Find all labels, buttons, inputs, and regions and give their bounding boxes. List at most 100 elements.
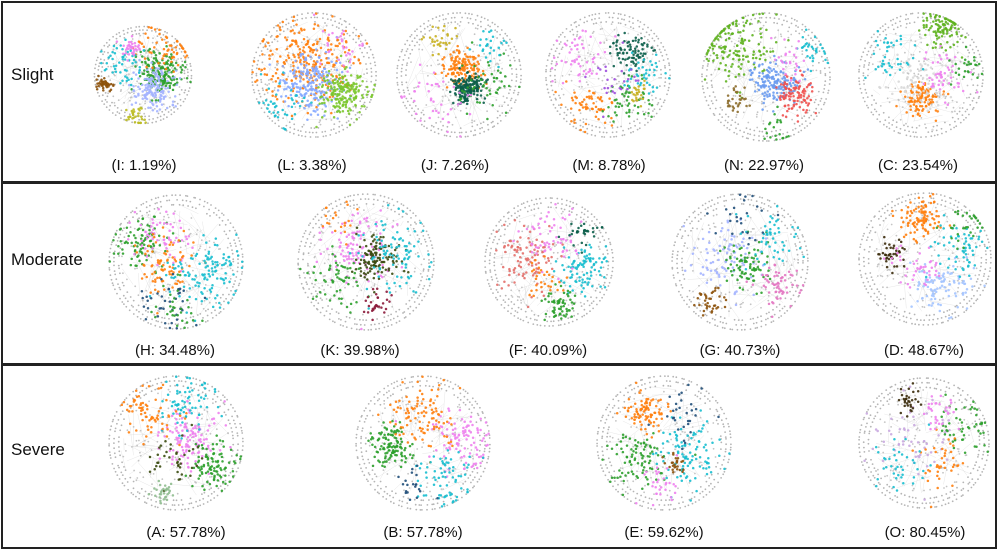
- peripheral-node: [632, 17, 634, 19]
- cluster-node-I-3: [134, 60, 137, 64]
- peripheral-node: [646, 57, 649, 59]
- cluster-node-I-0: [166, 59, 170, 62]
- graph-edge: [484, 69, 501, 74]
- peripheral-node: [396, 64, 399, 67]
- peripheral-node: [660, 68, 662, 71]
- cluster-node-N-0: [765, 50, 769, 53]
- peripheral-node: [879, 60, 882, 63]
- peripheral-node: [578, 85, 581, 88]
- peripheral-node: [714, 96, 716, 98]
- cluster-node-L-2: [346, 109, 350, 113]
- peripheral-node: [139, 53, 142, 56]
- cluster-node-N-0: [757, 19, 760, 23]
- cluster-node-N-1: [763, 91, 767, 94]
- cluster-node-J-1: [461, 77, 464, 80]
- peripheral-node: [818, 50, 821, 53]
- cluster-node-N-5: [788, 50, 791, 54]
- cluster-node-N-3: [807, 43, 811, 47]
- peripheral-node: [956, 45, 959, 48]
- cluster-node-M-6: [634, 79, 638, 82]
- peripheral-node: [627, 127, 630, 130]
- cluster-node-J-2: [482, 83, 485, 87]
- peripheral-node: [894, 22, 897, 25]
- cluster-node-N-0: [723, 27, 727, 30]
- peripheral-node: [315, 38, 318, 41]
- cluster-node-M-4: [649, 60, 652, 63]
- peripheral-node: [761, 102, 763, 105]
- cluster-node-L-0: [294, 77, 298, 80]
- peripheral-node: [734, 95, 737, 97]
- peripheral-node: [873, 33, 875, 36]
- peripheral-node: [882, 30, 885, 33]
- peripheral-node: [176, 102, 179, 105]
- cluster-node-L-1: [298, 80, 302, 83]
- peripheral-node: [658, 48, 661, 51]
- peripheral-node: [135, 85, 137, 87]
- network-graph-I: [93, 25, 193, 125]
- peripheral-node: [507, 104, 509, 106]
- cluster-node-N-0: [762, 46, 766, 49]
- cluster-node-I-0: [153, 51, 156, 54]
- cluster-node-L-2: [336, 87, 339, 91]
- peripheral-node: [871, 53, 873, 56]
- cluster-node-I-1: [159, 83, 162, 86]
- peripheral-node: [301, 13, 303, 15]
- peripheral-node: [745, 137, 748, 140]
- peripheral-node: [455, 95, 458, 98]
- peripheral-node: [768, 12, 771, 14]
- peripheral-node: [798, 100, 801, 103]
- peripheral-node: [165, 77, 168, 79]
- peripheral-node: [549, 74, 552, 77]
- peripheral-node: [549, 80, 552, 83]
- graph-edge: [621, 82, 624, 127]
- graph-edge: [888, 97, 915, 106]
- cluster-node-N-0: [723, 47, 727, 51]
- graph-edge: [939, 57, 946, 66]
- cluster-node-M-3: [577, 55, 581, 58]
- graph-edge: [498, 104, 505, 106]
- cluster-node-I-2: [155, 41, 158, 44]
- peripheral-node: [148, 115, 150, 117]
- cluster-node-M-0: [629, 48, 632, 51]
- peripheral-node: [632, 27, 635, 30]
- cluster-node-L-2: [317, 86, 320, 89]
- cluster-node-I-6: [138, 109, 141, 112]
- peripheral-node: [255, 98, 258, 100]
- cluster-node-N-0: [715, 36, 718, 39]
- cluster-node-N-5: [794, 56, 798, 59]
- peripheral-node: [352, 110, 354, 112]
- peripheral-node: [472, 50, 474, 53]
- cluster-node-L-0: [312, 63, 315, 66]
- peripheral-node: [267, 79, 270, 81]
- cluster-node-M-3: [552, 56, 556, 59]
- peripheral-node: [108, 109, 111, 111]
- cluster-node-L-4: [358, 43, 361, 47]
- graph-edge: [591, 37, 597, 50]
- peripheral-node: [509, 59, 511, 62]
- cluster-node-L-1: [296, 66, 300, 70]
- cluster-node-N-0: [739, 67, 742, 70]
- cluster-node-N-0: [737, 72, 741, 76]
- cluster-node-N-0: [734, 75, 737, 79]
- peripheral-node: [370, 80, 373, 83]
- cluster-node-J-1: [458, 84, 462, 87]
- peripheral-node: [450, 21, 453, 24]
- peripheral-node: [141, 94, 144, 96]
- peripheral-node: [644, 124, 646, 126]
- graph-edge: [426, 22, 453, 47]
- cluster-node-J-2: [477, 76, 480, 79]
- graph-edge: [893, 38, 896, 66]
- cluster-node-I-4: [95, 78, 98, 81]
- peripheral-node: [820, 97, 823, 100]
- peripheral-node: [286, 45, 289, 48]
- peripheral-node: [823, 88, 826, 90]
- cluster-node-N-3: [814, 49, 818, 53]
- cluster-node-L-1: [299, 54, 302, 57]
- cluster-node-L-1: [317, 70, 320, 73]
- cluster-node-N-2: [789, 95, 792, 98]
- cluster-node-J-3: [418, 81, 421, 84]
- peripheral-node: [967, 55, 970, 58]
- peripheral-node: [294, 106, 297, 108]
- cluster-node-N-4: [734, 102, 738, 105]
- peripheral-node: [151, 30, 153, 32]
